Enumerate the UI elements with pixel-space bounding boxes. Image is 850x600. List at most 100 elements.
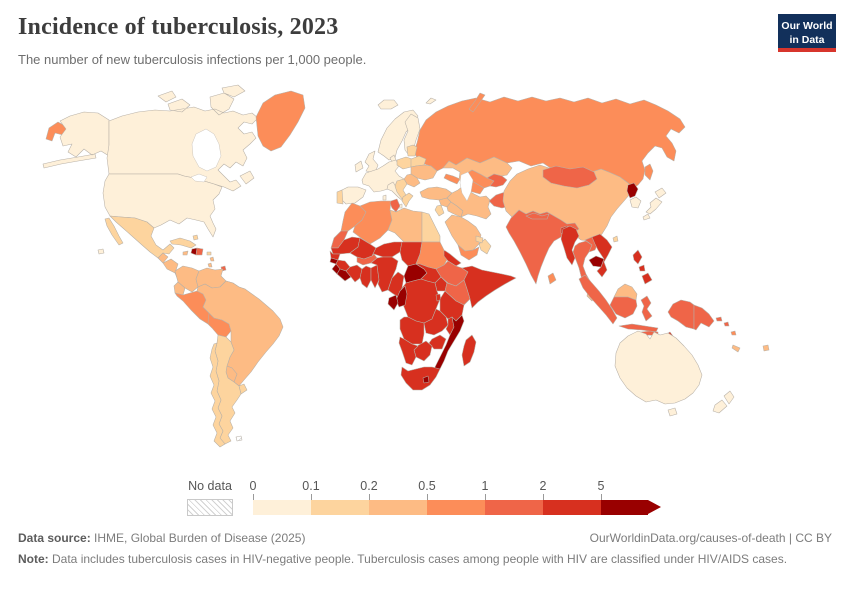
country-vietnam[interactable]: [591, 233, 613, 278]
country-zambia[interactable]: [423, 308, 449, 336]
country-poland[interactable]: [396, 156, 413, 170]
country-congo[interactable]: [395, 285, 408, 308]
country-venezuela[interactable]: [195, 267, 227, 289]
legend-bin-0[interactable]: [253, 500, 311, 515]
country-israel-jordan[interactable]: [434, 204, 445, 217]
country-uk[interactable]: [364, 150, 379, 174]
country-ecuador[interactable]: [173, 281, 186, 296]
legend-tick-label: 0.2: [360, 479, 378, 493]
country-namibia[interactable]: [398, 336, 419, 366]
country-egypt[interactable]: [421, 211, 441, 243]
country-togo-benin[interactable]: [370, 264, 380, 289]
country-iceland[interactable]: [377, 99, 399, 110]
data-source-line: Data source: IHME, Global Burden of Dise…: [18, 530, 305, 547]
country-honduras-nicaragua[interactable]: [162, 258, 179, 274]
country-fiji[interactable]: [762, 344, 770, 352]
country-dominican-republic[interactable]: [195, 247, 204, 256]
country-australia[interactable]: [614, 330, 703, 417]
country-portugal[interactable]: [336, 189, 344, 205]
country-somalia[interactable]: [461, 265, 517, 309]
country-russia[interactable]: [413, 96, 686, 189]
country-sri-lanka[interactable]: [547, 272, 557, 285]
country-vanuatu[interactable]: [730, 330, 737, 336]
country-canada[interactable]: [106, 84, 259, 192]
country-falkland[interactable]: [235, 435, 243, 442]
country-puerto-rico[interactable]: [206, 251, 212, 256]
country-new-zealand[interactable]: [712, 390, 735, 414]
legend-bin-5[interactable]: [601, 500, 648, 515]
country-caucasus[interactable]: [443, 173, 461, 185]
legend-bin-0.5[interactable]: [427, 500, 485, 515]
country-yemen[interactable]: [457, 244, 480, 261]
legend-bin-0.1[interactable]: [311, 500, 369, 515]
country-greece[interactable]: [401, 192, 414, 208]
no-data-swatch[interactable]: [187, 499, 233, 516]
data-source-text: IHME, Global Burden of Disease (2025): [90, 531, 306, 545]
legend-bin-1[interactable]: [485, 500, 543, 515]
footer-link[interactable]: OurWorldinData.org/causes-of-death | CC …: [589, 531, 832, 545]
country-lesser-antilles[interactable]: [207, 256, 215, 268]
country-zimbabwe[interactable]: [428, 334, 447, 350]
country-baltics[interactable]: [406, 144, 418, 157]
country-jamaica[interactable]: [182, 250, 189, 256]
country-cuba[interactable]: [169, 237, 197, 249]
country-south-africa[interactable]: [400, 366, 441, 391]
country-libya[interactable]: [387, 207, 423, 243]
country-bahamas[interactable]: [192, 234, 199, 241]
page-subtitle: The number of new tuberculosis infection…: [18, 52, 367, 67]
owid-logo-line2: in Data: [789, 34, 825, 47]
country-nepal-bhutan[interactable]: [525, 212, 550, 220]
country-brazil[interactable]: [196, 280, 284, 387]
legend-tick-label: 0.5: [418, 479, 436, 493]
owid-logo[interactable]: Our World in Data: [778, 14, 836, 52]
country-mexico[interactable]: [104, 215, 175, 259]
country-madagascar[interactable]: [461, 334, 477, 367]
legend-tick-mark: [311, 494, 312, 500]
country-mongolia[interactable]: [542, 165, 598, 189]
legend-tick-mark: [485, 494, 486, 500]
country-saudi-arabia[interactable]: [444, 214, 482, 252]
country-taiwan[interactable]: [612, 235, 619, 243]
legend-bin-0.2[interactable]: [369, 500, 427, 515]
country-spain[interactable]: [339, 186, 367, 205]
country-new-caledonia[interactable]: [731, 344, 741, 353]
country-russia-novaya-zemlya[interactable]: [468, 92, 486, 113]
country-ireland[interactable]: [354, 160, 364, 173]
country-senegal-gambia[interactable]: [329, 250, 341, 261]
country-niger[interactable]: [371, 241, 403, 258]
country-kyrgyz-tajik[interactable]: [486, 173, 508, 188]
country-lesotho[interactable]: [422, 375, 430, 384]
country-svalbard[interactable]: [425, 97, 437, 105]
country-uae-qatar[interactable]: [475, 235, 484, 244]
country-japan[interactable]: [642, 187, 667, 221]
country-indonesia[interactable]: [578, 274, 695, 337]
legend-colorbar[interactable]: 0 0.1 0.2 0.5 1 2 5: [250, 479, 661, 515]
footer-note: Note: Data includes tuberculosis cases i…: [18, 551, 832, 568]
country-philippines[interactable]: [632, 249, 653, 285]
legend-tick-label: 2: [539, 479, 547, 493]
country-eritrea-djibouti[interactable]: [443, 249, 462, 267]
country-gabon[interactable]: [387, 294, 399, 311]
country-papua-new-guinea[interactable]: [693, 304, 715, 331]
country-solomon-islands[interactable]: [715, 316, 730, 327]
country-drc[interactable]: [399, 278, 441, 324]
legend-tick-mark: [543, 494, 544, 500]
legend-bin-2[interactable]: [543, 500, 601, 515]
great-lakes: [190, 173, 208, 183]
country-russia-sakhalin[interactable]: [644, 163, 654, 181]
country-south-korea[interactable]: [629, 196, 642, 209]
country-algeria[interactable]: [352, 200, 393, 245]
country-chile[interactable]: [209, 342, 226, 448]
country-greenland[interactable]: [255, 90, 306, 152]
country-tunisia[interactable]: [389, 198, 401, 213]
country-north-korea[interactable]: [626, 182, 639, 199]
legend-tick-label: 1: [481, 479, 489, 493]
footer: Data source: IHME, Global Burden of Dise…: [18, 530, 832, 569]
note-text: Data includes tuberculosis cases in HIV-…: [48, 552, 788, 567]
country-guatemala[interactable]: [157, 252, 169, 264]
legend-tick-label: 5: [597, 479, 605, 493]
country-usa-alaska[interactable]: [42, 111, 110, 169]
legend-tick-mark: [253, 494, 254, 500]
